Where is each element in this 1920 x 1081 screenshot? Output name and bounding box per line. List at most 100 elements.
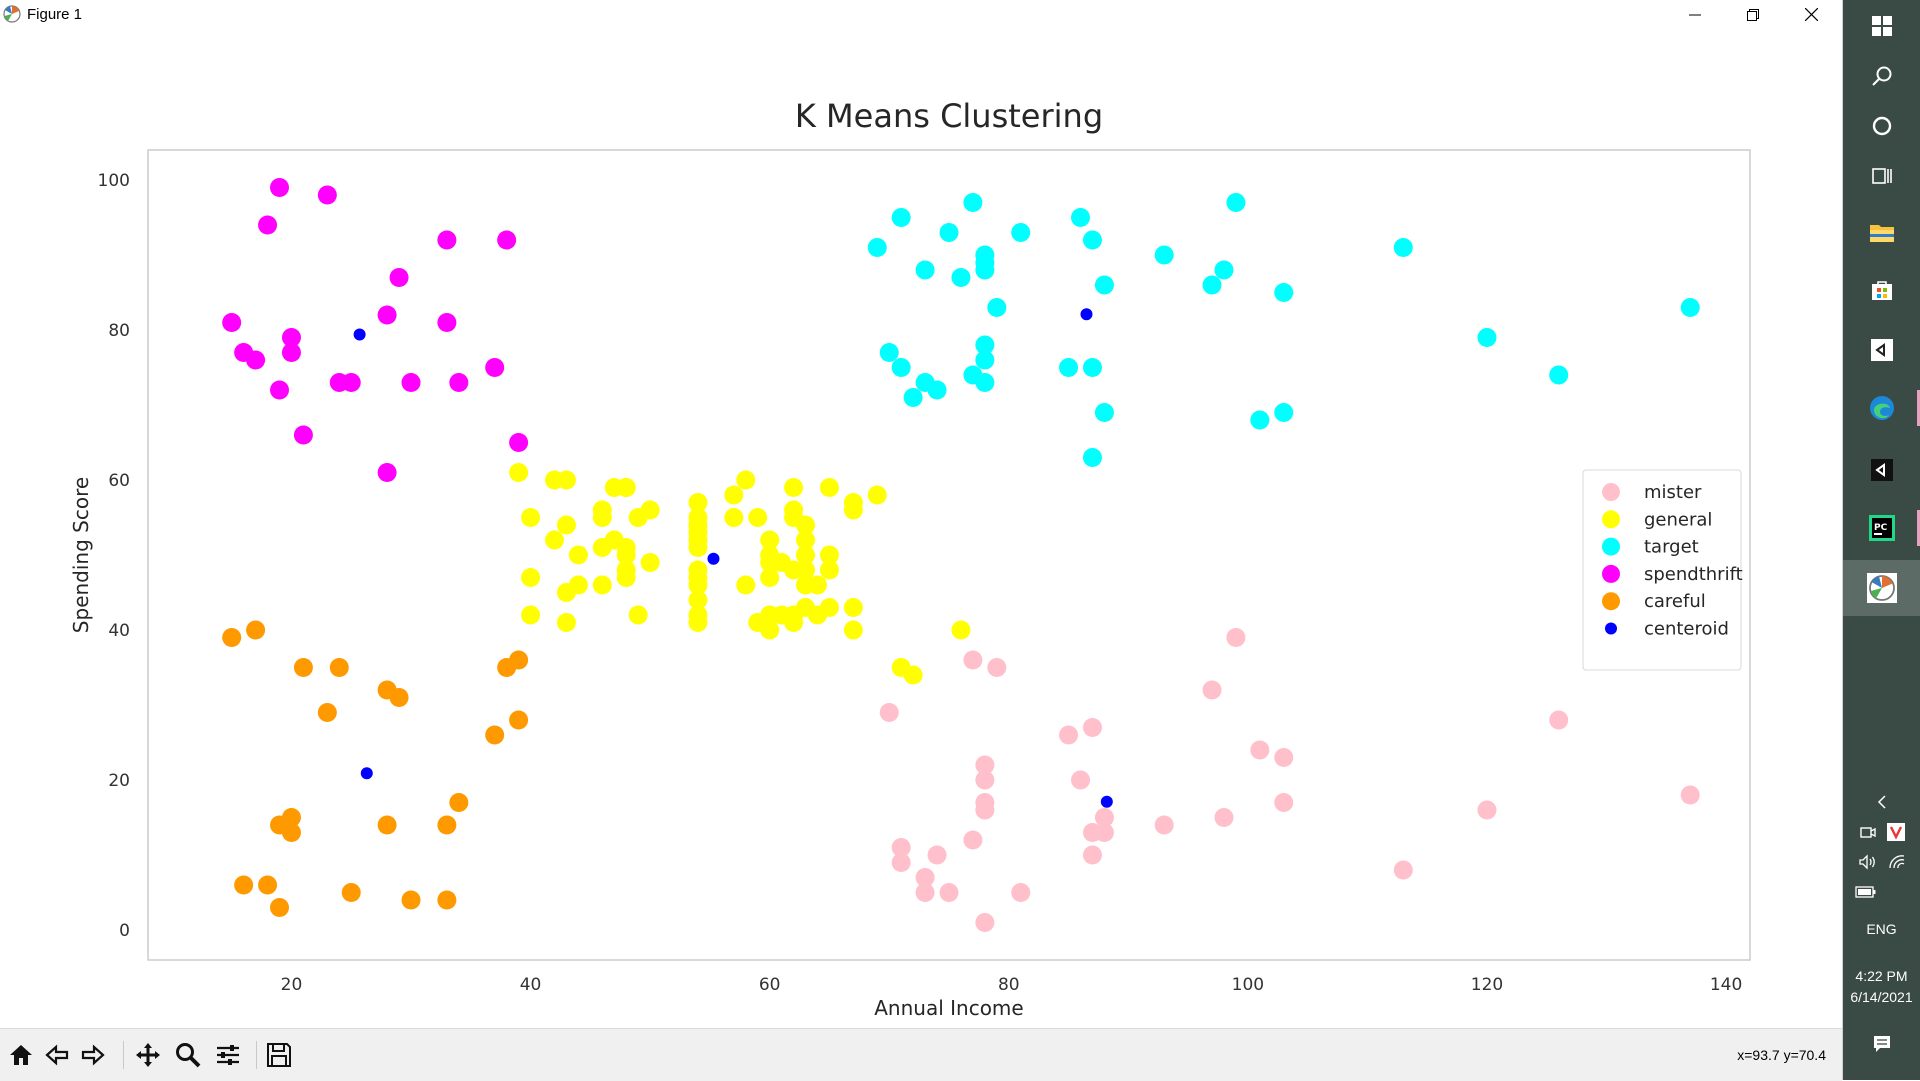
point-mister [1250,740,1270,760]
point-spendthrift [341,373,361,392]
point-careful [509,650,529,670]
x-tick-label: 80 [998,975,1020,995]
point-mister [879,703,899,722]
point-target [1274,283,1294,302]
point-mister [963,830,983,850]
point-target [1094,403,1114,422]
y-tick-label: 60 [108,471,130,491]
point-mister [1214,808,1234,827]
point-careful [222,628,242,647]
point-target [1214,260,1234,280]
file-explorer-button[interactable] [1843,206,1920,258]
point-target [1274,403,1294,422]
matplotlib-taskbar-button[interactable] [1843,560,1920,616]
point-spendthrift [485,358,505,377]
point-target [951,268,971,287]
forward-button[interactable] [77,1039,109,1071]
point-general [760,620,780,640]
start-button[interactable] [1843,0,1920,52]
point-target [1011,223,1031,242]
series-careful [222,620,529,917]
point-general [521,605,541,625]
scatter-chart[interactable]: K Means Clustering 0 20 40 60 80 100 20 40 60 80… [0,30,1842,1028]
point-centeroid [707,552,720,565]
point-general [807,575,827,595]
vivaldi-tray-icon[interactable] [1886,823,1905,841]
point-mister [915,868,935,887]
toolbar-separator [256,1041,257,1069]
point-spendthrift [437,313,457,332]
point-general [724,485,744,505]
point-centeroid [1080,308,1093,321]
point-spendthrift [497,230,517,250]
point-careful [437,815,457,835]
unity-hub-button[interactable] [1843,444,1920,496]
show-hidden-icons-button[interactable] [1843,790,1920,814]
pycharm-button[interactable]: PC [1843,502,1920,554]
point-mister [1680,785,1700,805]
point-mister [1094,808,1114,827]
point-spendthrift [377,305,397,325]
point-spendthrift [389,268,409,287]
plot-canvas[interactable]: K Means Clustering 0 20 40 60 80 100 20 40 60 80… [0,30,1842,1028]
point-general [688,575,708,595]
point-careful [377,815,397,835]
point-general [616,478,636,497]
x-tick-label: 100 [1232,975,1264,995]
y-tick-label: 100 [98,171,130,191]
point-spendthrift [437,230,457,250]
restore-button[interactable] [1725,0,1781,29]
point-mister [975,913,995,932]
point-general [568,575,588,595]
meet-now-icon[interactable] [1859,824,1877,840]
point-target [975,350,995,370]
zoom-button[interactable] [172,1039,204,1071]
point-target [1082,448,1102,467]
point-general [843,500,863,520]
point-target [891,358,911,377]
point-general [640,500,660,520]
store-button[interactable] [1843,264,1920,316]
volume-icon[interactable] [1858,854,1878,870]
unity-button[interactable] [1843,324,1920,376]
legend-marker-general [1602,510,1620,529]
cortana-button[interactable] [1843,100,1920,152]
pan-button[interactable] [132,1039,164,1071]
point-careful [329,658,349,677]
minimize-button[interactable] [1667,0,1723,29]
point-careful [293,658,313,677]
figure-window: Figure 1 K Means Clustering 0 20 40 60 80 100… [0,0,1843,1081]
point-general [819,545,839,565]
legend-marker-centeroid [1605,622,1617,635]
search-button[interactable] [1843,50,1920,102]
point-careful [341,883,361,902]
language-indicator[interactable]: ENG [1866,921,1897,937]
back-button[interactable] [41,1039,73,1071]
title-bar[interactable]: Figure 1 [0,0,1842,29]
point-target [1202,275,1222,295]
point-spendthrift [270,380,290,400]
close-button[interactable] [1783,0,1839,29]
battery-button[interactable] [1843,880,1920,904]
point-general [568,545,588,565]
action-center-button[interactable] [1843,1030,1920,1058]
point-general [843,598,863,617]
point-careful [401,890,421,910]
configure-button[interactable] [212,1039,244,1071]
point-target [915,260,935,280]
point-mister [1082,718,1102,737]
series-general [509,463,971,685]
point-spendthrift [377,463,397,482]
legend-marker-careful [1602,592,1620,611]
taskbar-clock[interactable]: 4:22 PM 6/14/2021 [1843,966,1920,1008]
task-view-button[interactable] [1843,150,1920,202]
point-careful [270,898,290,917]
x-tick-label: 20 [281,975,303,995]
point-centeroid [1100,795,1113,808]
home-button[interactable] [5,1039,37,1071]
save-button[interactable] [263,1039,295,1071]
point-target [1082,230,1102,250]
point-spendthrift [270,178,290,197]
edge-button[interactable] [1843,382,1920,434]
network-icon[interactable] [1888,854,1906,870]
